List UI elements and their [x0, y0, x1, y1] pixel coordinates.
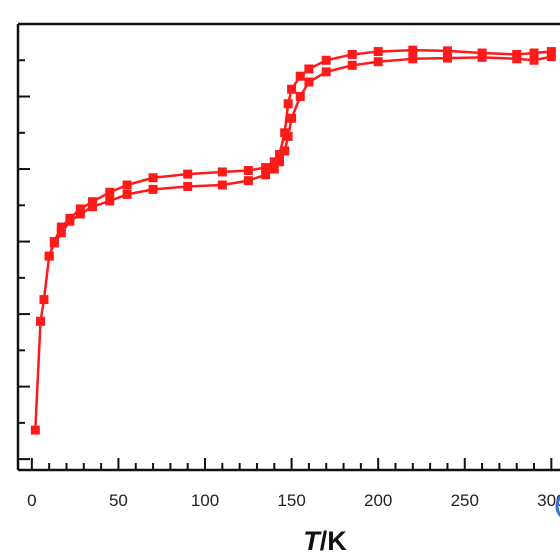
- series-2-point: [183, 181, 193, 191]
- x-tick-label: 0: [27, 491, 36, 510]
- series-1-point: [529, 48, 539, 58]
- series-2-point: [274, 157, 284, 167]
- series-2-point: [280, 146, 290, 156]
- series-2-point: [243, 176, 253, 186]
- series-2-point: [122, 189, 132, 199]
- series-2-point: [56, 228, 66, 238]
- series-1-point: [105, 187, 115, 197]
- series-2-point: [373, 57, 383, 67]
- series-2-point: [269, 164, 279, 174]
- series-1-point: [148, 173, 158, 183]
- series-1-point: [87, 197, 97, 207]
- x-axis-title: T/K: [303, 526, 347, 556]
- x-axis-title-symbol: T: [303, 526, 322, 556]
- series-2-point: [408, 54, 418, 64]
- series-2-point: [347, 60, 357, 70]
- series-1-point: [30, 425, 40, 435]
- x-tick-label: 250: [451, 491, 479, 510]
- series-2-point: [261, 170, 271, 180]
- series-1-point: [287, 84, 297, 94]
- series-2-point: [546, 52, 556, 62]
- series-1-line: [34, 48, 552, 431]
- series-1-point: [183, 169, 193, 179]
- corner-circle-marker: [555, 494, 560, 518]
- series-2-point: [477, 52, 487, 62]
- x-tick-label: 150: [277, 491, 305, 510]
- x-tick-label: 100: [191, 491, 219, 510]
- x-tick-label: 200: [364, 491, 392, 510]
- series-2-point: [105, 196, 115, 206]
- series-2-point: [512, 54, 522, 64]
- series-2-point: [75, 209, 85, 219]
- series-1-point: [243, 165, 253, 175]
- series-2-point: [295, 92, 305, 102]
- series-1-point: [304, 64, 314, 74]
- series-1-point: [56, 222, 66, 232]
- series-2-point: [287, 113, 297, 123]
- series-1-point: [274, 150, 284, 160]
- series-1-point: [283, 99, 293, 109]
- series-2-point: [217, 180, 227, 190]
- series-2-point: [87, 202, 97, 212]
- series-2-line: [48, 55, 552, 257]
- series-1-point: [217, 167, 227, 177]
- series-2-point: [442, 53, 452, 63]
- series-1-point: [75, 204, 85, 214]
- x-tick-label: 50: [109, 491, 128, 510]
- series-1-point: [546, 47, 556, 57]
- series-2-point: [44, 251, 54, 261]
- series-2-point: [321, 67, 331, 77]
- series-1-point: [261, 163, 271, 173]
- series-1-point: [442, 46, 452, 56]
- series-2-point: [49, 238, 59, 248]
- series-1-point: [36, 316, 46, 326]
- series-1-point: [321, 55, 331, 65]
- series-1-point: [373, 47, 383, 57]
- series-2-point: [65, 216, 75, 226]
- series-2-point: [283, 131, 293, 141]
- x-tick-label: 300: [537, 491, 560, 510]
- series-2-point: [304, 77, 314, 87]
- series-2-point: [148, 184, 158, 194]
- series-1-point: [408, 45, 418, 55]
- series-1-point: [39, 295, 49, 305]
- series-1-point: [122, 180, 132, 190]
- series-1-point: [347, 49, 357, 59]
- x-axis-title-unit: /K: [320, 526, 348, 556]
- series-1-point: [269, 157, 279, 167]
- series-1-point: [295, 71, 305, 81]
- series-2-point: [529, 55, 539, 65]
